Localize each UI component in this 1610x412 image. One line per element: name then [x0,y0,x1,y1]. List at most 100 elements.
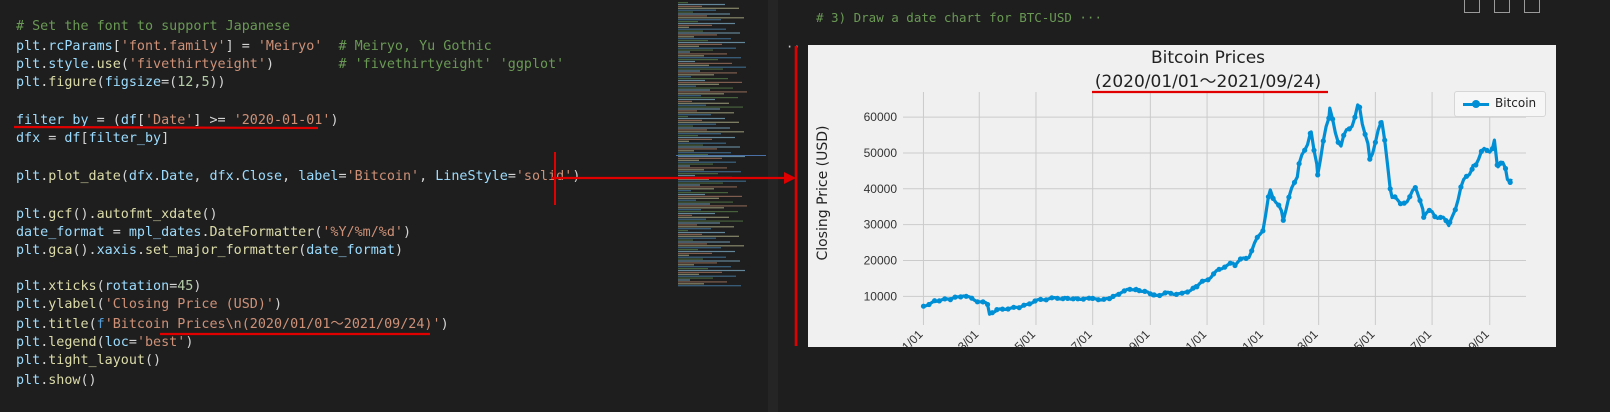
data-point [1498,160,1504,166]
code-line[interactable]: plt.style.use('fivethirtyeight') # 'five… [16,56,564,74]
code-token: date_format [16,225,105,240]
data-point [1367,156,1373,162]
minimap-line [678,218,706,220]
data-point [1452,207,1458,213]
minimap-line [678,7,739,9]
code-line[interactable]: filter_by = (df['Date'] >= '2020-01-01') [16,112,339,130]
editor-scrollbar[interactable] [768,0,778,412]
minimap[interactable] [676,0,766,300]
code-token: ( [314,225,323,240]
data-point [1291,179,1298,185]
data-point [1184,289,1191,295]
minimap-line [678,148,717,150]
minimap-line [678,15,707,17]
code-token: filter_by [16,113,89,128]
window-button-2[interactable] [1494,0,1510,13]
data-point [1315,172,1321,178]
window-button-1[interactable] [1464,0,1480,13]
code-line[interactable]: dfx = df[filter_by] [16,130,169,148]
minimap-line [678,195,742,197]
minimap-line [678,254,689,256]
minimap-line [678,163,713,165]
code-token: plt [16,335,41,350]
minimap-line [678,30,703,32]
data-point [1296,161,1302,167]
data-point [1346,126,1352,132]
data-point [974,299,980,305]
data-point [1101,296,1107,302]
minimap-line [678,256,726,258]
data-point [1270,195,1276,201]
minimap-line [678,233,702,235]
minimap-line [678,95,701,97]
minimap-line [678,70,700,72]
y-tick-label: 10000 [864,289,898,303]
code-editor[interactable]: # Set the font to support Japanese plt.rc… [0,0,770,412]
code-token: tight_layout [48,353,145,368]
minimap-line [678,100,692,102]
output-more-icon[interactable]: ·· [786,40,801,54]
data-point [932,298,938,304]
minimap-line [678,98,715,101]
data-point [1157,292,1163,299]
minimap-line [678,108,720,110]
minimap-line [678,78,728,80]
code-line[interactable]: plt.plot_date(dfx.Date, dfx.Close, label… [16,168,580,186]
code-line[interactable]: plt.tight_layout() [16,352,161,370]
y-tick-label: 20000 [864,253,898,267]
minimap-line [678,182,723,184]
minimap-line [678,9,716,11]
data-point [1021,302,1027,308]
minimap-line [678,262,717,264]
window-button-3[interactable] [1524,0,1540,13]
code-line[interactable]: plt.ylabel('Closing Price (USD)') [16,296,282,314]
code-line[interactable]: plt.gcf().autofmt_xdate() [16,206,218,224]
code-token: 'Meiryo' [257,39,323,54]
minimap-line [678,150,694,152]
minimap-line [678,49,713,51]
minimap-line [678,119,702,121]
minimap-line [678,102,729,104]
code-line[interactable]: plt.rcParams['font.family'] = 'Meiryo' #… [16,38,492,56]
data-point [1469,166,1475,172]
minimap-line [678,62,732,64]
minimap-line [678,207,724,209]
code-line[interactable]: plt.title(f'Bitcoin Prices\n(2020/01/01～… [16,316,449,334]
code-token: label [298,169,339,184]
data-point [1478,148,1484,154]
data-point [1173,291,1179,297]
data-point [1502,165,1509,172]
minimap-line [678,22,735,25]
code-line[interactable]: plt.gca().xaxis.set_major_formatter(date… [16,242,403,260]
minimap-line [678,154,708,156]
minimap-line [678,59,718,61]
code-line[interactable]: plt.show() [16,372,97,390]
code-token: . [40,297,49,312]
minimap-line [678,57,741,59]
data-point [1168,290,1174,296]
data-point [999,306,1006,312]
code-line[interactable]: plt.figure(figsize=(12,5)) [16,74,226,92]
code-token: plt [16,39,41,54]
data-point [1260,228,1266,234]
code-token: f [96,317,105,332]
code-token: (). [72,207,97,222]
data-point [958,294,964,300]
code-token: = [169,279,178,294]
code-token: date_format [306,243,395,258]
minimap-line [678,252,712,254]
data-point [1075,296,1081,302]
code-token: gcf [48,207,73,222]
minimap-line [678,81,742,83]
minimap-line [678,32,740,34]
x-tick-label: 2020/05/01 [986,327,1039,347]
code-token: ( [96,75,105,90]
minimap-line [678,24,712,26]
data-point [980,299,986,305]
code-token: Close [241,169,283,184]
data-point [1016,305,1022,311]
code-line[interactable]: date_format = mpl_dates.DateFormatter('%… [16,224,411,242]
code-line[interactable]: plt.legend(loc='best') [16,334,193,352]
code-line[interactable]: # Set the font to support Japanese [16,18,290,36]
code-line[interactable]: plt.xticks(rotation=45) [16,278,201,296]
